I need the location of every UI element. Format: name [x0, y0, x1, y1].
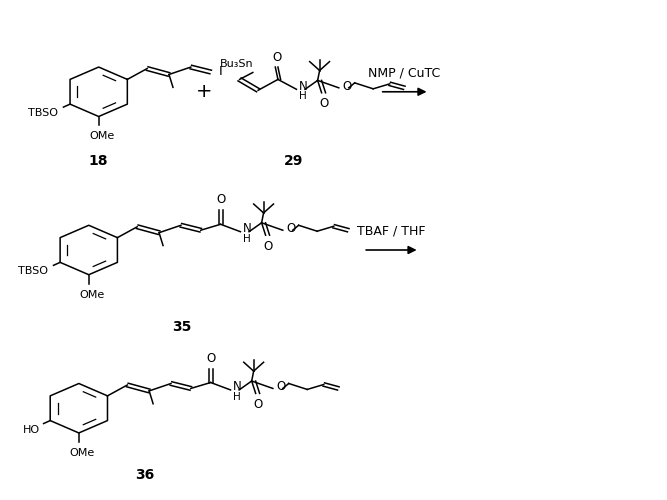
Text: OMe: OMe	[89, 132, 115, 141]
Text: OMe: OMe	[69, 448, 95, 458]
Text: O: O	[206, 352, 215, 364]
Text: 36: 36	[135, 468, 155, 482]
Text: TBSO: TBSO	[28, 108, 58, 118]
Text: NMP / CuTC: NMP / CuTC	[368, 66, 440, 80]
Text: H: H	[299, 91, 307, 101]
Text: O: O	[287, 222, 296, 235]
Text: O: O	[253, 398, 262, 411]
Text: N: N	[243, 222, 252, 235]
Text: O: O	[272, 50, 281, 64]
Text: I: I	[219, 64, 222, 78]
Text: H: H	[233, 392, 241, 402]
Text: TBSO: TBSO	[18, 266, 48, 276]
Text: HO: HO	[23, 424, 40, 434]
Text: 18: 18	[89, 154, 109, 168]
Text: 29: 29	[284, 154, 303, 168]
Text: TBAF / THF: TBAF / THF	[357, 224, 426, 237]
Text: N: N	[299, 80, 308, 93]
Text: O: O	[277, 380, 286, 394]
Text: O: O	[343, 80, 352, 93]
Text: +: +	[196, 82, 213, 102]
Text: H: H	[243, 234, 251, 243]
Text: N: N	[233, 380, 242, 394]
Text: O: O	[216, 194, 225, 206]
Text: O: O	[319, 97, 328, 110]
Text: Bu₃Sn: Bu₃Sn	[219, 58, 253, 68]
Text: O: O	[263, 240, 272, 252]
Text: 35: 35	[171, 320, 191, 334]
Text: OMe: OMe	[79, 290, 105, 300]
